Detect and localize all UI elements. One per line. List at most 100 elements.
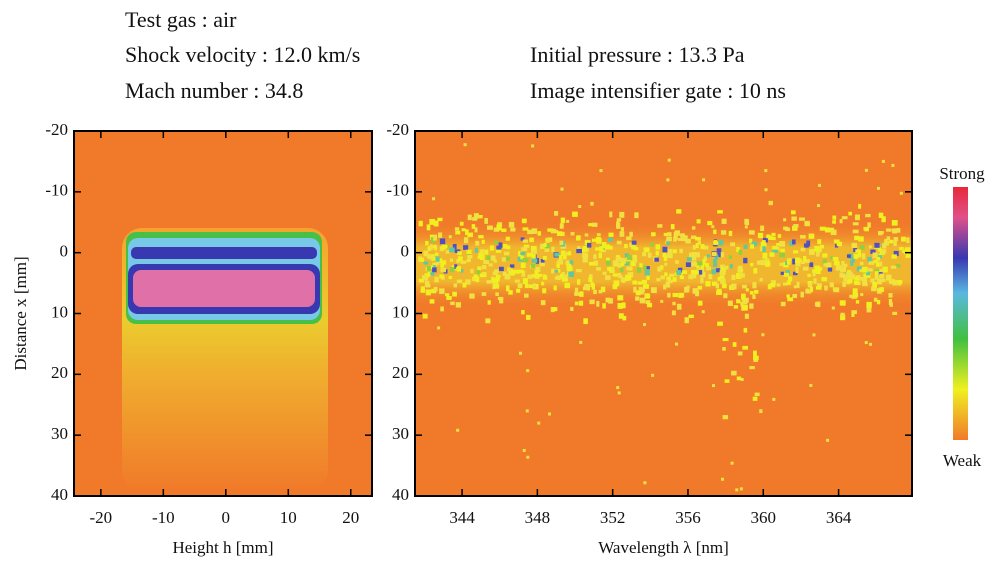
noise-dot	[566, 263, 572, 269]
x-axis-label: Wavelength λ [nm]	[598, 538, 729, 557]
noise-dot	[737, 267, 742, 272]
noise-dot	[754, 392, 760, 397]
noise-dot	[605, 275, 611, 280]
noise-dot	[530, 248, 537, 254]
noise-dot	[627, 272, 634, 278]
noise-dot	[851, 310, 857, 315]
noise-dot	[423, 261, 429, 265]
y-tick-label: -10	[386, 181, 409, 200]
noise-dot	[445, 250, 450, 254]
noise-dot	[596, 267, 601, 271]
noise-dot	[522, 239, 529, 243]
noise-dot	[432, 197, 436, 201]
noise-dot	[517, 256, 523, 262]
noise-dot	[793, 285, 797, 289]
noise-dot	[800, 291, 804, 298]
noise-dot	[874, 242, 880, 248]
noise-dot	[854, 280, 860, 285]
noise-dot	[702, 178, 706, 182]
noise-dot	[605, 297, 611, 303]
noise-dot	[456, 279, 463, 284]
noise-dot	[760, 259, 766, 266]
noise-dot	[596, 237, 602, 244]
emission-band	[131, 247, 317, 259]
noise-dot	[605, 260, 611, 266]
noise-dot	[666, 241, 670, 246]
noise-dot	[453, 283, 458, 288]
noise-dot	[893, 237, 899, 242]
noise-dot	[866, 269, 870, 276]
noise-dot	[736, 299, 741, 304]
noise-dot	[475, 276, 480, 283]
noise-dot	[676, 270, 682, 276]
noise-dot	[753, 268, 758, 274]
noise-dot	[679, 248, 683, 254]
noise-dot	[798, 217, 805, 221]
noise-dot	[486, 280, 492, 284]
noise-dot	[700, 277, 704, 284]
noise-dot	[574, 301, 579, 306]
noise-dot	[432, 262, 438, 267]
noise-dot	[792, 225, 798, 231]
noise-dot	[434, 252, 439, 256]
noise-dot	[631, 245, 637, 250]
noise-dot	[715, 268, 721, 273]
noise-dot	[681, 236, 688, 242]
noise-dot	[703, 245, 709, 250]
noise-dot	[712, 384, 716, 388]
noise-dot	[713, 262, 718, 267]
noise-dot	[440, 267, 447, 273]
noise-dot	[692, 251, 696, 258]
noise-dot	[489, 245, 495, 251]
noise-dot	[593, 260, 599, 266]
noise-dot	[481, 239, 485, 244]
noise-dot	[853, 248, 858, 253]
noise-dot	[523, 244, 530, 248]
noise-dot	[501, 228, 507, 233]
noise-dot	[812, 269, 817, 273]
noise-dot	[744, 313, 749, 319]
noise-dot	[479, 249, 485, 255]
noise-dot	[466, 249, 472, 255]
noise-dot	[537, 231, 542, 236]
noise-dot	[840, 314, 846, 321]
noise-dot	[893, 250, 899, 257]
noise-dot	[646, 302, 653, 308]
noise-dot	[719, 269, 726, 276]
noise-dot	[522, 448, 526, 452]
noise-dot	[888, 298, 893, 305]
y-tick-label: -10	[45, 181, 68, 200]
noise-dot	[878, 231, 883, 236]
noise-dot	[749, 238, 753, 244]
noise-dot	[660, 275, 665, 280]
noise-dot	[672, 301, 676, 306]
noise-dot	[828, 262, 832, 267]
noise-dot	[552, 307, 558, 312]
noise-dot	[832, 215, 837, 220]
noise-dot	[578, 205, 582, 209]
noise-dot	[871, 286, 877, 292]
noise-dot	[738, 249, 743, 255]
noise-dot	[744, 218, 749, 225]
noise-dot	[812, 333, 816, 337]
noise-dot	[582, 245, 587, 252]
noise-dot	[651, 232, 656, 237]
noise-dot	[660, 299, 664, 303]
noise-dot	[791, 216, 797, 221]
header-line: Mach number : 34.8	[125, 78, 303, 103]
noise-dot	[792, 258, 798, 265]
noise-dot	[688, 314, 694, 319]
noise-dot	[704, 263, 710, 267]
noise-dot	[562, 277, 568, 282]
noise-dot	[770, 280, 776, 285]
noise-dot	[780, 271, 784, 275]
noise-dot	[619, 211, 625, 218]
noise-dot	[632, 280, 637, 285]
noise-dot	[527, 229, 533, 235]
noise-dot	[560, 231, 565, 237]
x-tick-label: -10	[152, 508, 175, 527]
noise-dot	[814, 246, 820, 252]
noise-dot	[824, 285, 828, 291]
noise-dot	[502, 244, 508, 249]
